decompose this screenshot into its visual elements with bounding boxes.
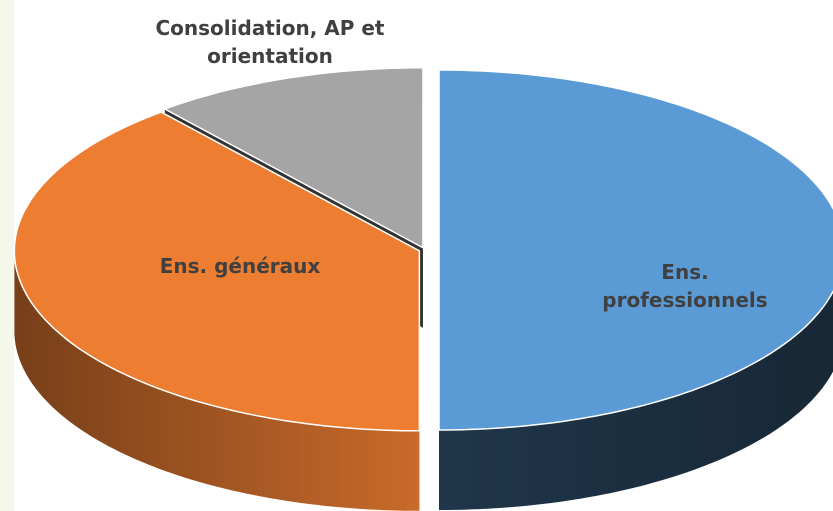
slice-label: Ens. professionnels [602, 260, 768, 312]
slice-label: Ens. généraux [159, 254, 321, 278]
slice-label: Consolidation, AP et orientation [155, 16, 385, 68]
slice-side [14, 250, 420, 511]
slice [13, 111, 421, 432]
slice-side [439, 291, 833, 510]
slice [438, 69, 833, 431]
slice [162, 66, 424, 249]
